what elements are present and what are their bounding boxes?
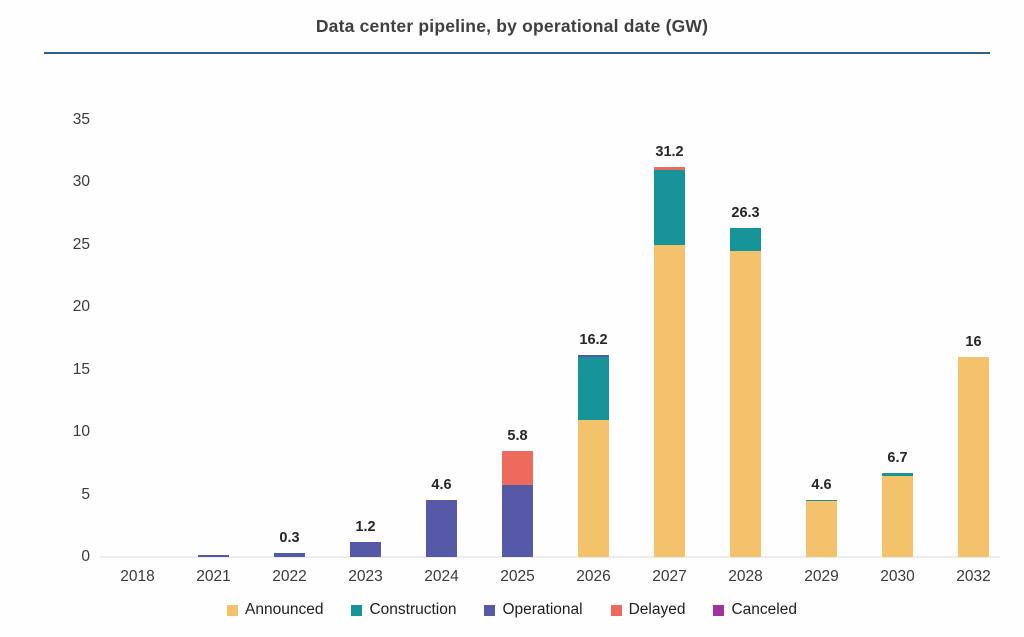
y-axis-tick-label: 25: [72, 235, 90, 253]
legend-item-operational: Operational: [484, 601, 583, 619]
bar-segment-operational: [578, 354, 609, 357]
bar: [198, 554, 229, 557]
bar-value-label: 16.2: [579, 331, 608, 348]
legend-item-announced: Announced: [227, 601, 323, 619]
bar-value-label: 4.6: [431, 476, 452, 493]
bar-segment-announced: [958, 357, 989, 557]
bar-segment-construction: [806, 499, 837, 502]
legend: Announced Construction Operational Delayed C…: [0, 601, 1024, 619]
bar: [730, 228, 761, 557]
title-rule: [44, 52, 990, 54]
legend-label: Canceled: [731, 601, 797, 618]
x-axis-label: 2032: [956, 568, 991, 585]
bar: [958, 357, 989, 557]
bar: [274, 553, 305, 557]
bar-segment-operational: [274, 553, 305, 557]
x-axis-label: 2021: [196, 568, 231, 585]
bar-segment-announced: [730, 250, 761, 557]
y-axis-tick-label: 30: [72, 173, 90, 190]
x-axis-label: 2024: [424, 568, 459, 585]
x-axis-label: 2027: [652, 568, 687, 585]
x-axis-label: 2028: [728, 568, 763, 585]
bar-value-label: 1.2: [355, 519, 376, 535]
bar-segment-operational: [350, 542, 381, 557]
legend-item-construction: Construction: [351, 601, 456, 619]
bar-value-label: 0.3: [279, 530, 300, 547]
x-axis-label: 2029: [804, 568, 839, 585]
y-axis-tick-label: 5: [81, 485, 90, 503]
bar: [502, 450, 533, 557]
bar-segment-announced: [578, 419, 609, 557]
x-axis-label: 2025: [500, 568, 535, 585]
y-axis-tick-label: 35: [72, 110, 90, 128]
legend-label: Announced: [245, 601, 324, 618]
bar-segment-construction: [578, 357, 609, 420]
bar-value-label: 4.6: [811, 476, 832, 493]
bar-segment-operational: [502, 484, 533, 557]
legend-label: Construction: [369, 601, 457, 618]
x-axis-label: 2026: [576, 568, 611, 585]
bar-segment-delayed: [502, 450, 533, 485]
legend-label: Operational: [502, 601, 583, 618]
bar-segment-construction: [882, 473, 913, 476]
legend-swatch-icon: [227, 604, 239, 616]
bar-segment-operational: [198, 554, 229, 557]
bar-segment-construction: [730, 228, 761, 251]
bar: [654, 167, 685, 557]
bar-segment-operational: [426, 499, 457, 557]
legend-label: Delayed: [628, 601, 686, 618]
bar-segment-announced: [806, 501, 837, 557]
legend-item-canceled: Canceled: [713, 601, 797, 619]
bar-value-label: 6.7: [887, 450, 908, 467]
legend-swatch-icon: [713, 604, 725, 616]
legend-swatch-icon: [484, 604, 496, 616]
bar: [426, 499, 457, 557]
bar: [350, 542, 381, 557]
bar-value-label: 31.2: [655, 144, 684, 160]
y-axis-tick-label: 10: [72, 423, 90, 440]
bar: [882, 473, 913, 557]
bar-segment-announced: [654, 244, 685, 557]
legend-swatch-icon: [351, 604, 363, 616]
x-axis-label: 2018: [120, 568, 155, 585]
y-axis-tick-label: 15: [72, 360, 90, 378]
bar: [578, 354, 609, 557]
bar-value-label: 16: [965, 334, 982, 350]
x-axis-label: 2022: [272, 568, 307, 585]
y-axis-tick-label: 0: [81, 548, 90, 565]
bar-segment-delayed: [654, 167, 685, 170]
legend-swatch-icon: [610, 604, 622, 616]
bar-value-label: 26.3: [731, 205, 760, 222]
bar-segment-announced: [882, 475, 913, 557]
x-axis-label: 2030: [880, 568, 915, 585]
x-axis-line: [100, 556, 1000, 558]
y-axis-tick-label: 20: [72, 298, 90, 315]
bar-value-label: 5.8: [507, 427, 528, 444]
bar: [806, 499, 837, 557]
bar-segment-construction: [654, 169, 685, 245]
x-axis-label: 2023: [348, 568, 383, 585]
legend-item-delayed: Delayed: [610, 601, 686, 619]
chart-title: Data center pipeline, by operational dat…: [315, 16, 709, 36]
